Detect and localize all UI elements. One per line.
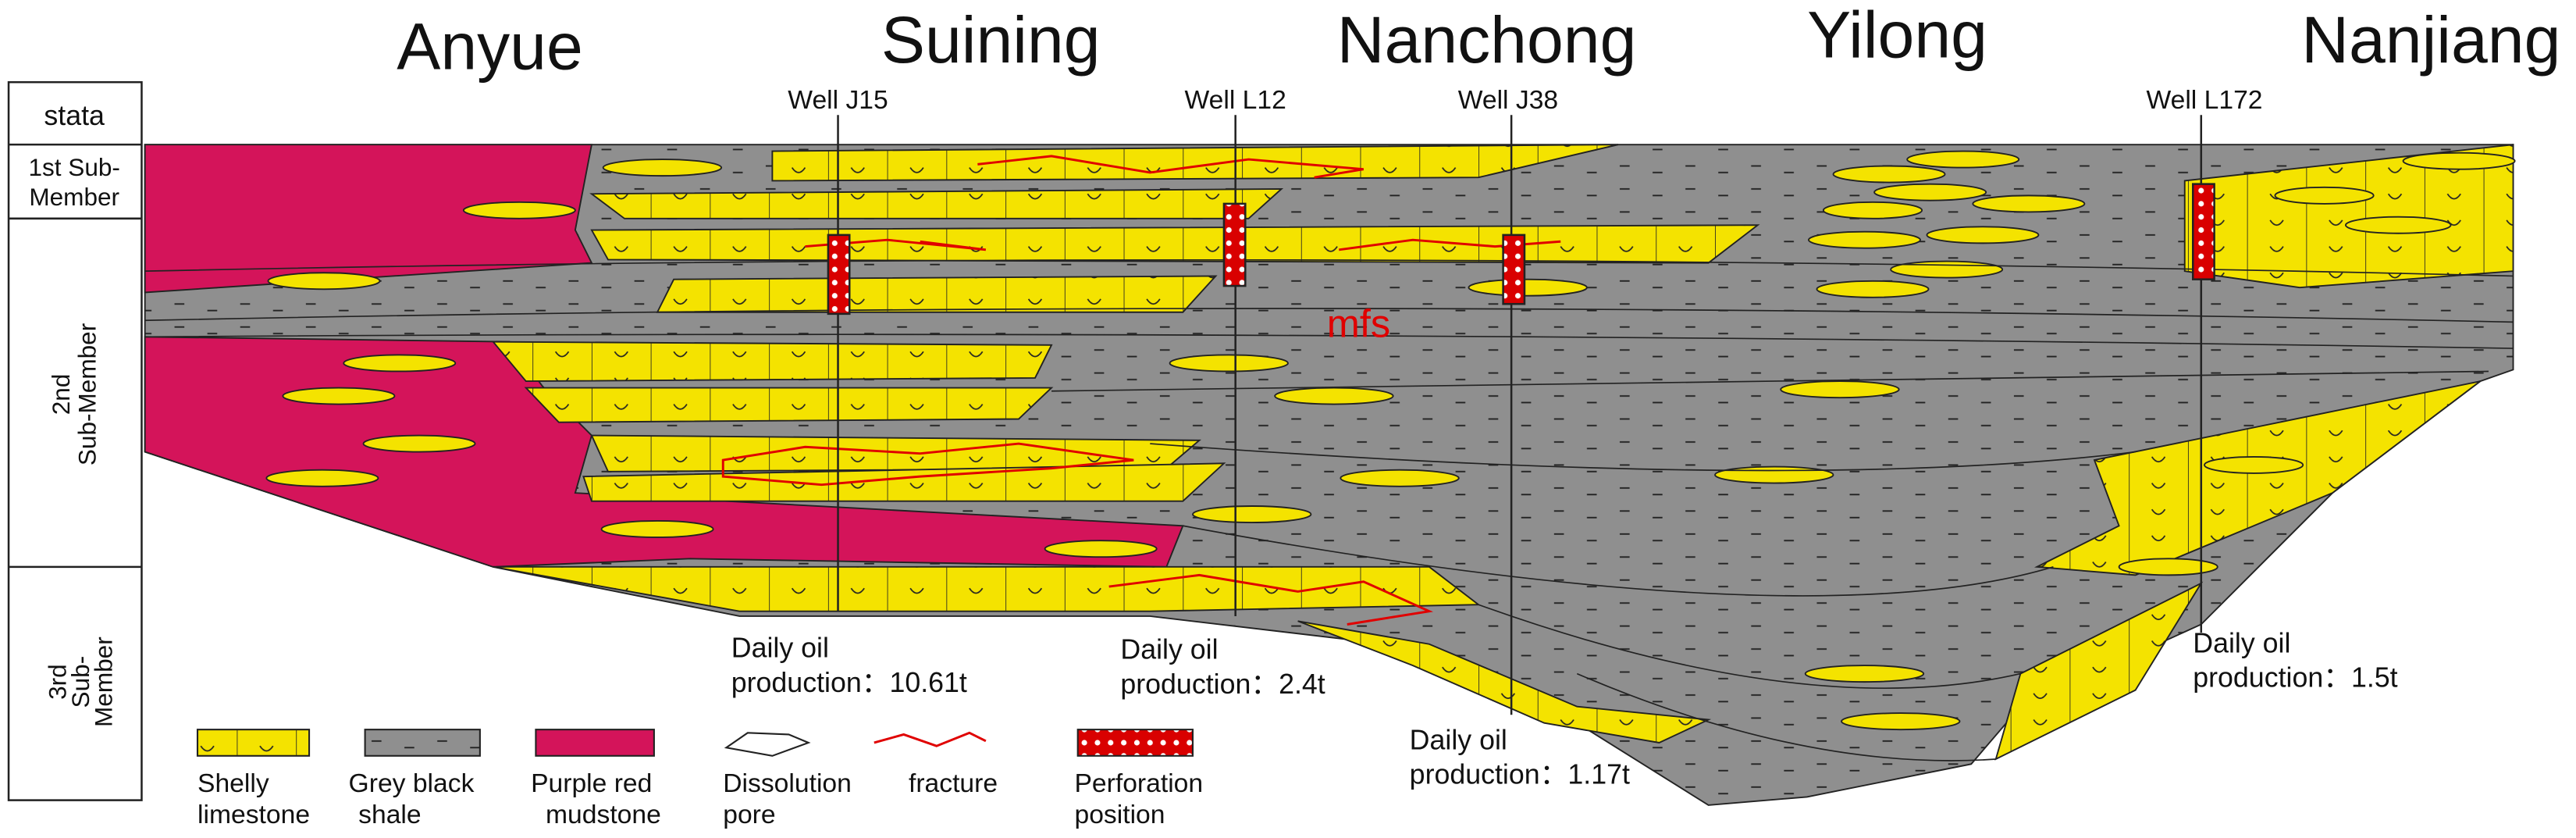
legend-label: pore [723,801,775,829]
legend-label: Perforation [1074,769,1203,798]
member-label: Member [90,637,118,727]
production: Daily oil [731,633,829,664]
production: Daily oil [1120,634,1218,665]
well-label: Well J38 [1458,86,1558,115]
location: Nanchong [1337,3,1637,77]
legend-label: mudstone [546,801,661,829]
well-label: Well J15 [788,86,888,115]
well-label: Well L12 [1185,86,1286,115]
production: production：1.17t [1410,759,1630,790]
legend-label: fracture [909,769,998,798]
fractures [721,155,1561,626]
strata-column [7,80,143,801]
mfs-label: mfs [1327,301,1390,345]
location: Suining [881,3,1101,77]
legend [196,729,1194,757]
legend-label: shale [358,801,421,829]
legend-label: limestone [197,801,310,829]
section [144,144,2516,806]
member-label: Sub- [66,656,94,708]
production: production：2.4t [1120,669,1325,700]
production: Daily oil [2193,627,2290,658]
wells [827,115,2215,715]
well-label: Well L172 [2146,86,2262,115]
location: Nanjiang [2301,3,2560,77]
legend-label: Shelly [197,769,269,798]
production: production：10.61t [731,667,967,698]
member-label: 3rd [44,664,72,700]
legend-label: Grey black [349,769,475,798]
member-label: 1st Sub- [28,153,120,181]
legend-label: position [1074,801,1165,829]
legend-label: Purple red [531,769,652,798]
production: production：1.5t [2193,661,2397,693]
strata-header: stata [44,100,105,131]
legend-label: Dissolution [723,769,852,798]
location: Yilong [1807,0,1987,72]
member-label: Member [29,183,119,211]
member-label: Sub-Member [73,323,101,465]
location: Anyue [397,9,583,83]
production: Daily oil [1410,724,1507,755]
member-label: 2nd [47,374,75,415]
